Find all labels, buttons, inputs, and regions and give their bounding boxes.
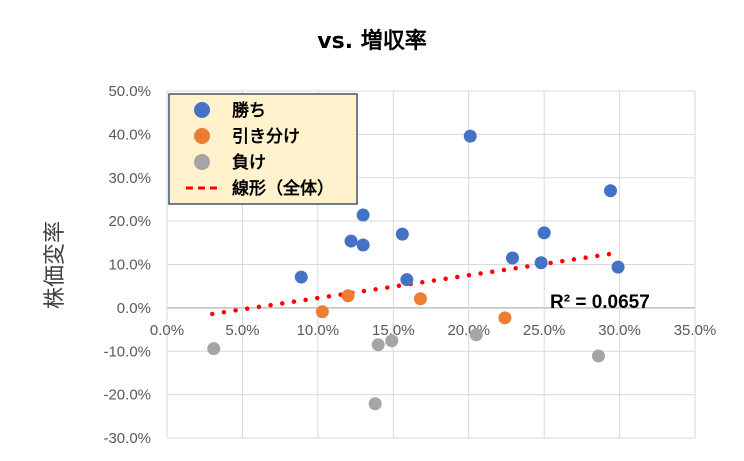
data-point-win — [611, 260, 625, 274]
data-point-draw — [341, 289, 355, 303]
data-point-win — [534, 256, 548, 270]
data-point-win — [344, 234, 358, 248]
y-tick-label: 10.0% — [108, 257, 151, 274]
y-tick-label: 20.0% — [108, 213, 151, 230]
r2-label: R² = 0.0657 — [550, 292, 650, 313]
legend-label: 勝ち — [232, 100, 266, 121]
y-tick-label: -20.0% — [103, 387, 151, 404]
x-tick-label: 25.0% — [523, 322, 566, 339]
x-tick-label: 30.0% — [598, 322, 641, 339]
x-tick-label: 5.0% — [225, 322, 259, 339]
data-point-win — [356, 208, 370, 222]
data-point-draw — [315, 305, 329, 319]
legend-marker — [194, 102, 210, 118]
data-point-win — [400, 273, 414, 287]
data-point-loss — [368, 397, 382, 411]
legend-marker — [194, 128, 210, 144]
legend-label: 線形（全体） — [232, 178, 334, 199]
data-point-loss — [591, 349, 605, 363]
trendline — [210, 250, 621, 317]
data-point-win — [395, 227, 409, 241]
data-point-win — [537, 226, 551, 240]
legend-marker — [194, 154, 210, 170]
data-point-win — [463, 129, 477, 143]
legend-label: 負け — [232, 153, 266, 173]
y-axis-label: 株価変率 — [43, 221, 68, 309]
data-point-loss — [385, 334, 399, 348]
legend-label: 引き分け — [232, 127, 300, 147]
x-tick-label: 20.0% — [447, 322, 490, 339]
data-point-win — [294, 270, 308, 284]
x-tick-label: 15.0% — [372, 322, 415, 339]
data-point-loss — [371, 338, 385, 352]
data-point-loss — [469, 328, 483, 342]
data-point-draw — [498, 311, 512, 325]
y-tick-label: 30.0% — [108, 170, 151, 187]
x-tick-label: 35.0% — [674, 322, 717, 339]
y-tick-label: -30.0% — [103, 430, 151, 447]
data-point-win — [505, 251, 519, 265]
x-tick-label: 10.0% — [297, 322, 340, 339]
y-tick-label: -10.0% — [103, 343, 151, 360]
data-point-win — [356, 238, 370, 252]
chart-title: vs. 増収率 — [317, 28, 426, 54]
data-point-win — [604, 184, 618, 198]
data-point-draw — [413, 292, 427, 306]
data-point-loss — [207, 342, 221, 356]
x-tick-label: 0.0% — [150, 322, 184, 339]
y-tick-label: 0.0% — [117, 300, 151, 317]
y-tick-label: 40.0% — [108, 126, 151, 143]
y-tick-label: 50.0% — [108, 83, 151, 100]
